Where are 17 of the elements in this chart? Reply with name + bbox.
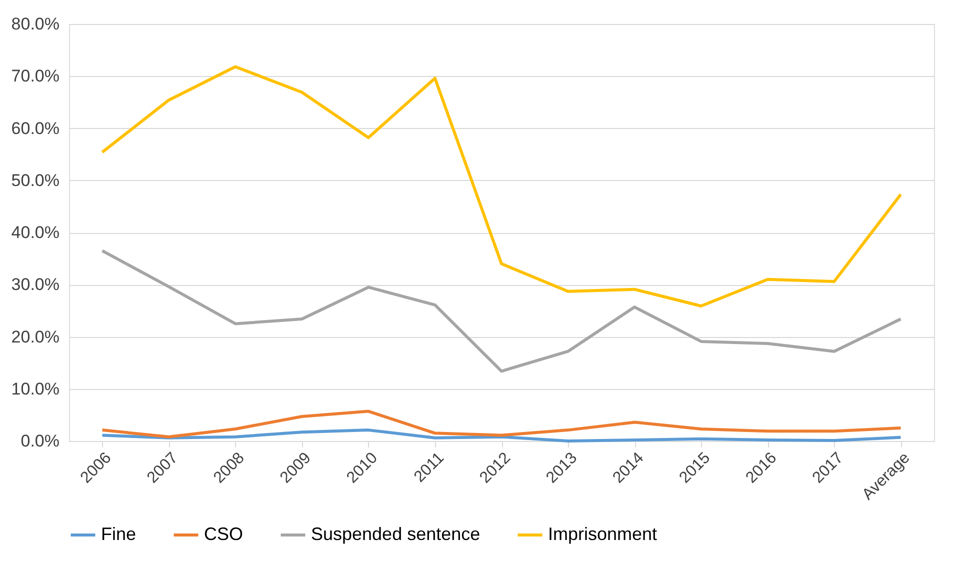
legend-label: CSO	[204, 524, 244, 544]
y-tick-label: 70.0%	[11, 66, 60, 86]
line-series	[100, 410, 902, 438]
legend-label: Imprisonment	[548, 524, 658, 544]
legend-label: Suspended sentence	[311, 524, 480, 544]
y-tick-label: 80.0%	[11, 14, 60, 34]
y-tick-label: 20.0%	[11, 327, 60, 346]
y-tick-label: 50.0%	[11, 170, 60, 190]
y-tick-label: 10.0%	[11, 379, 60, 398]
legend-label: Fine	[101, 524, 136, 544]
y-tick-label: 0.0%	[20, 432, 60, 450]
y-tick-label: 60.0%	[11, 118, 60, 138]
line-series	[100, 249, 902, 373]
line-series	[100, 65, 902, 308]
line-series	[100, 428, 902, 442]
y-tick-label: 40.0%	[11, 223, 60, 242]
y-tick-label: 30.0%	[11, 275, 60, 294]
